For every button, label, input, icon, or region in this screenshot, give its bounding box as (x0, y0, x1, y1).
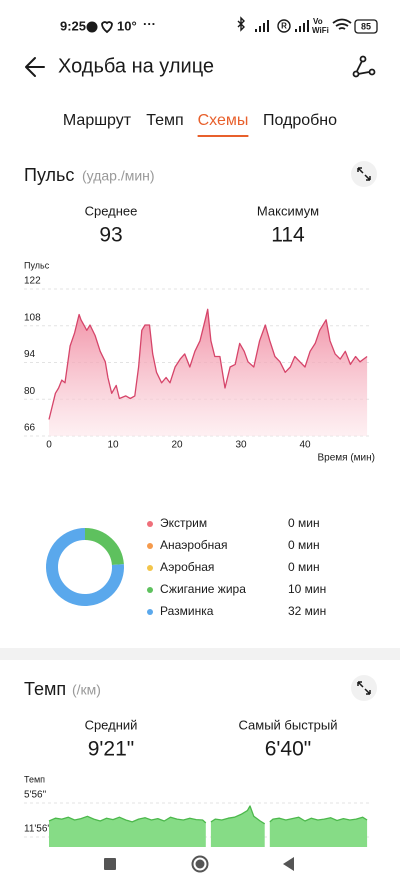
page-title: Ходьба на улице (58, 55, 214, 77)
stat-label: Самый быстрый (239, 717, 338, 732)
status-bar: 9:25 10° ··· R Vo WiFi 85 (60, 16, 378, 35)
legend-value: 10 мин (288, 582, 326, 596)
tab[interactable]: Подробно (263, 112, 337, 129)
y-tick-label: 122 (24, 276, 41, 287)
line (48, 805, 368, 825)
axis-label: Время (мин) (317, 453, 375, 464)
bluetooth-icon (237, 16, 245, 32)
home-dot (195, 859, 205, 869)
legend-dot (147, 609, 153, 615)
vo-label: Vo (313, 17, 323, 26)
heart-rate-chart: Пульс 66 80 94 108 122 0 10 20 30 40 Время (мин) (24, 260, 375, 464)
legend-dot (147, 543, 153, 549)
stat-value: 9'21" (88, 738, 135, 761)
signal-1 (255, 20, 269, 32)
r-letter: R (281, 22, 287, 31)
tab[interactable]: Маршрут (63, 112, 132, 129)
area (49, 806, 368, 848)
signal-2 (295, 20, 309, 32)
more-dots: ··· (143, 16, 156, 31)
axis-label: Темп (24, 774, 45, 784)
stat-value: 114 (271, 224, 305, 247)
legend-label: Аэробная (160, 560, 214, 574)
donut-segment (46, 528, 124, 606)
y-tick-label: 66 (24, 423, 36, 434)
r-icon (277, 19, 291, 33)
battery-icon (354, 19, 378, 34)
legend-value: 0 мин (288, 538, 320, 552)
stat-label: Среднее (85, 203, 138, 218)
legend-dot (147, 565, 153, 571)
x-tick-label: 10 (107, 440, 119, 451)
y-tick-label: 80 (24, 386, 36, 397)
area (49, 309, 368, 436)
legend-label: Экстрим (160, 516, 207, 530)
y-tick-label: 5'56" (24, 790, 47, 801)
temperature: 10° (117, 18, 137, 33)
stats: Среднее 93 Максимум 114 (85, 203, 320, 246)
section-divider (0, 648, 400, 660)
route-button[interactable] (352, 55, 376, 78)
legend-value: 0 мин (288, 560, 320, 574)
tab-bar: Маршрут Темп Схемы Подробно (63, 112, 337, 137)
legend-dot (147, 521, 153, 527)
section-title: Темп (24, 679, 66, 699)
legend-label: Сжигание жира (160, 582, 246, 596)
y-tick-label: 108 (24, 312, 41, 323)
legend-label: Разминка (160, 604, 214, 618)
legend-value: 32 мин (288, 604, 326, 618)
zones-chart: Экстрим 0 мин Анаэробная 0 мин Аэробная 0 мин… (46, 516, 326, 618)
section-title: Пульс (24, 165, 74, 185)
x-tick-label: 20 (171, 440, 183, 451)
stat-value: 93 (99, 224, 122, 247)
expand-button[interactable] (351, 675, 377, 701)
x-tick-label: 40 (299, 440, 311, 451)
line (48, 308, 368, 420)
y-tick-label: 94 (24, 349, 36, 360)
wifi-label: WiFi (312, 26, 329, 35)
health-icon (101, 21, 113, 34)
expand-button[interactable] (351, 161, 377, 187)
back-nav-button[interactable] (283, 857, 294, 871)
legend-value: 0 мин (288, 516, 320, 530)
battery-level: 85 (361, 21, 371, 31)
section-unit: (удар./мин) (82, 168, 155, 184)
pace-chart: Темп 5'56" 11'56" (24, 774, 369, 848)
stat-value: 6'40" (265, 738, 312, 761)
y-tick-label: 11'56" (24, 824, 51, 835)
stats: Средний 9'21" Самый быстрый 6'40" (85, 717, 338, 760)
clock: 9:25 (60, 18, 86, 33)
tab-indicator (197, 135, 249, 137)
tab[interactable]: Темп (146, 112, 183, 129)
back-button[interactable] (25, 57, 45, 77)
stat-label: Максимум (257, 203, 319, 218)
messenger-icon (86, 21, 98, 33)
stat-label: Средний (85, 717, 138, 732)
x-tick-label: 0 (46, 440, 52, 451)
section-unit: (/км) (72, 682, 101, 698)
wifi-icon (332, 18, 352, 30)
navigation-bar (0, 847, 400, 889)
axis-label: Пульс (24, 260, 50, 270)
donut-segment (84, 528, 124, 566)
recents-button[interactable] (104, 858, 116, 870)
home-button[interactable] (191, 855, 209, 873)
legend-label: Анаэробная (160, 538, 227, 552)
legend-dot (147, 587, 153, 593)
x-tick-label: 30 (235, 440, 247, 451)
tab[interactable]: Схемы (198, 112, 249, 129)
